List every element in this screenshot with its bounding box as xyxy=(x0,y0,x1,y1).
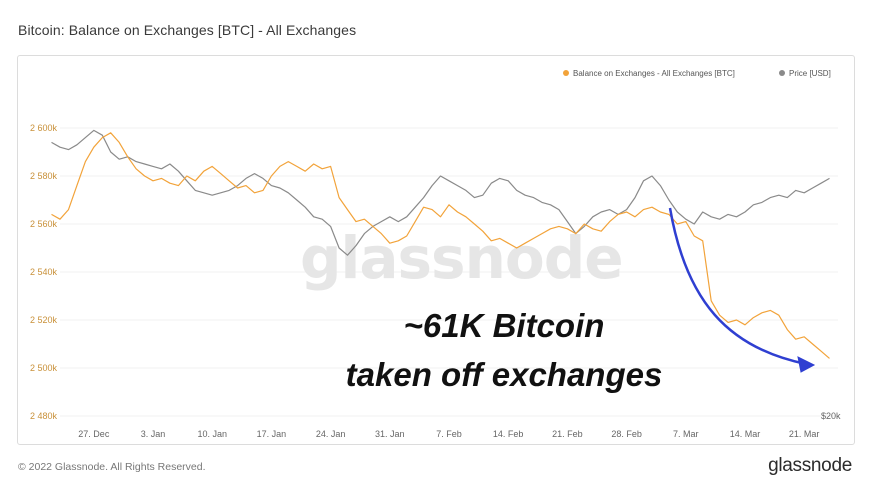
annotation-arrow-head xyxy=(797,356,816,373)
x-tick-label: 24. Jan xyxy=(316,429,346,439)
annotation-arrow-shaft xyxy=(668,207,807,366)
y-tick-label: 2 480k xyxy=(30,411,58,421)
glassnode-logo: glassnode xyxy=(768,455,852,476)
y-axis-ticks: 2 480k 2 500k 2 520k 2 540k 2 560k 2 580k 2 60… xyxy=(30,123,58,421)
copyright-text: © 2022 Glassnode. All Rights Reserved. xyxy=(18,461,206,473)
price-series-line xyxy=(51,129,830,256)
x-tick-label: 28. Feb xyxy=(611,429,642,439)
chart-panel: glassnode 2 480k 2 500k 2 520k 2 540k 2 560k… xyxy=(17,55,855,445)
legend-label: Balance on Exchanges - All Exchanges [BT… xyxy=(573,69,735,78)
y-right-label: $20k xyxy=(821,411,841,421)
annotation-line-2: taken off exchanges xyxy=(346,356,663,393)
y-tick-label: 2 500k xyxy=(30,363,58,373)
x-tick-label: 14. Mar xyxy=(730,429,761,439)
x-tick-label: 3. Jan xyxy=(141,429,166,439)
x-tick-label: 14. Feb xyxy=(493,429,524,439)
annotation-line-1: ~61K Bitcoin xyxy=(404,307,605,344)
x-tick-label: 27. Dec xyxy=(78,429,110,439)
y-tick-label: 2 520k xyxy=(30,315,58,325)
x-tick-label: 21. Mar xyxy=(789,429,820,439)
grid-lines xyxy=(60,127,838,417)
legend-swatch xyxy=(779,70,785,76)
balance-series-line xyxy=(51,132,830,359)
x-tick-label: 7. Feb xyxy=(436,429,462,439)
legend-label: Price [USD] xyxy=(789,69,831,78)
legend-swatch xyxy=(563,70,569,76)
y-tick-label: 2 580k xyxy=(30,171,58,181)
legend: Balance on Exchanges - All Exchanges [BT… xyxy=(563,69,831,78)
chart-title: Bitcoin: Balance on Exchanges [BTC] - Al… xyxy=(18,22,357,38)
y-tick-label: 2 560k xyxy=(30,219,58,229)
x-axis-ticks: 27. Dec 3. Jan 10. Jan 17. Jan 24. Jan 31. Ja… xyxy=(78,429,819,439)
x-tick-label: 10. Jan xyxy=(197,429,227,439)
annotation: ~61K Bitcoin taken off exchanges xyxy=(346,207,816,393)
balance-chart: glassnode 2 480k 2 500k 2 520k 2 540k 2 560k… xyxy=(30,69,841,439)
x-tick-label: 31. Jan xyxy=(375,429,405,439)
x-tick-label: 7. Mar xyxy=(673,429,699,439)
y-tick-label: 2 540k xyxy=(30,267,58,277)
x-tick-label: 17. Jan xyxy=(257,429,287,439)
y-tick-label: 2 600k xyxy=(30,123,58,133)
x-tick-label: 21. Feb xyxy=(552,429,583,439)
watermark: glassnode xyxy=(300,224,623,292)
series-group xyxy=(51,129,830,359)
